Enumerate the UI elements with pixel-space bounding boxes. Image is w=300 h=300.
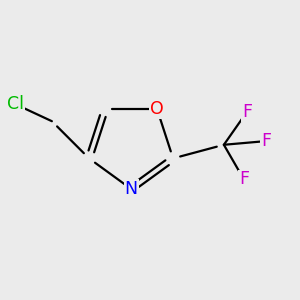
Text: F: F	[242, 103, 252, 121]
Text: N: N	[124, 180, 138, 198]
Text: F: F	[261, 132, 271, 150]
Text: O: O	[150, 100, 164, 118]
Text: Cl: Cl	[7, 95, 24, 113]
Text: F: F	[239, 170, 249, 188]
